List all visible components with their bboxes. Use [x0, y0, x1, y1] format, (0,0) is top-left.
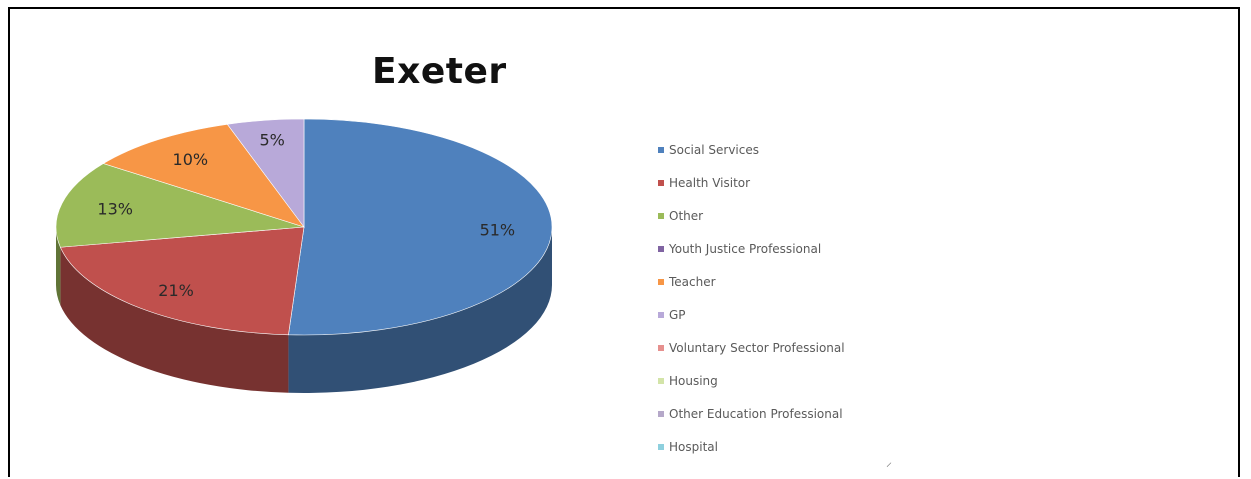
legend-item: Voluntary Sector Professional — [658, 331, 845, 364]
legend-label: Housing — [669, 373, 718, 388]
legend-swatch — [658, 311, 664, 318]
pie-side-other — [56, 227, 61, 306]
legend-item: Youth Justice Professional — [658, 232, 845, 265]
data-label-health-visitor: 21% — [158, 281, 194, 300]
pie-side-walls — [56, 227, 552, 393]
legend-label: Voluntary Sector Professional — [669, 340, 845, 355]
legend-label: Health Visitor — [669, 175, 751, 190]
legend-swatch — [658, 278, 664, 285]
legend-swatch — [658, 443, 664, 450]
pie-slice-teacher — [102, 123, 305, 228]
pie-slice-gp — [226, 118, 305, 228]
pie-slice-other — [55, 163, 305, 248]
legend-label: GP — [669, 307, 686, 322]
chart-legend: Social Services Health Visitor Other Youth … — [658, 133, 845, 463]
pie-chart: 51% 21% 13% 10% 5% — [55, 118, 553, 393]
legend-item: Health Visitor — [658, 166, 845, 199]
legend-item: Housing — [658, 364, 845, 397]
legend-item: Social Services — [658, 133, 845, 166]
legend-label: Hospital — [669, 439, 718, 454]
legend-item: GP — [658, 298, 845, 331]
legend-swatch — [658, 344, 664, 351]
pie-slice-social-services — [288, 118, 553, 336]
legend-item: Hospital — [658, 430, 845, 463]
legend-item: Teacher — [658, 265, 845, 298]
legend-label: Other — [669, 208, 704, 223]
legend-label: Youth Justice Professional — [669, 241, 822, 256]
legend-swatch — [658, 212, 664, 219]
resize-handle-mark: ⸝ — [886, 455, 893, 469]
legend-label: Social Services — [669, 142, 759, 157]
pie-side-health-visitor — [60, 247, 289, 393]
data-label-teacher: 10% — [173, 150, 209, 169]
legend-label: Other Education Professional — [669, 406, 843, 421]
legend-label: Teacher — [669, 274, 716, 289]
legend-swatch — [658, 146, 664, 153]
chart-title: Exeter — [372, 51, 507, 92]
chart-frame: Exeter 51% 21% 13% 10% 5% Social Services Hea… — [8, 7, 1240, 477]
data-label-other: 13% — [97, 200, 133, 219]
data-label-social-services: 51% — [480, 221, 516, 240]
legend-swatch — [658, 410, 664, 417]
pie-slice-health-visitor — [59, 226, 305, 336]
legend-item: Other — [658, 199, 845, 232]
legend-swatch — [658, 179, 664, 186]
legend-swatch — [658, 377, 664, 384]
pie-slices — [55, 118, 553, 336]
pie-side-social-services — [288, 227, 552, 393]
data-label-gp: 5% — [259, 131, 284, 150]
legend-item: Other Education Professional — [658, 397, 845, 430]
legend-swatch — [658, 245, 664, 252]
pie-data-labels: 51% 21% 13% 10% 5% — [97, 131, 515, 301]
